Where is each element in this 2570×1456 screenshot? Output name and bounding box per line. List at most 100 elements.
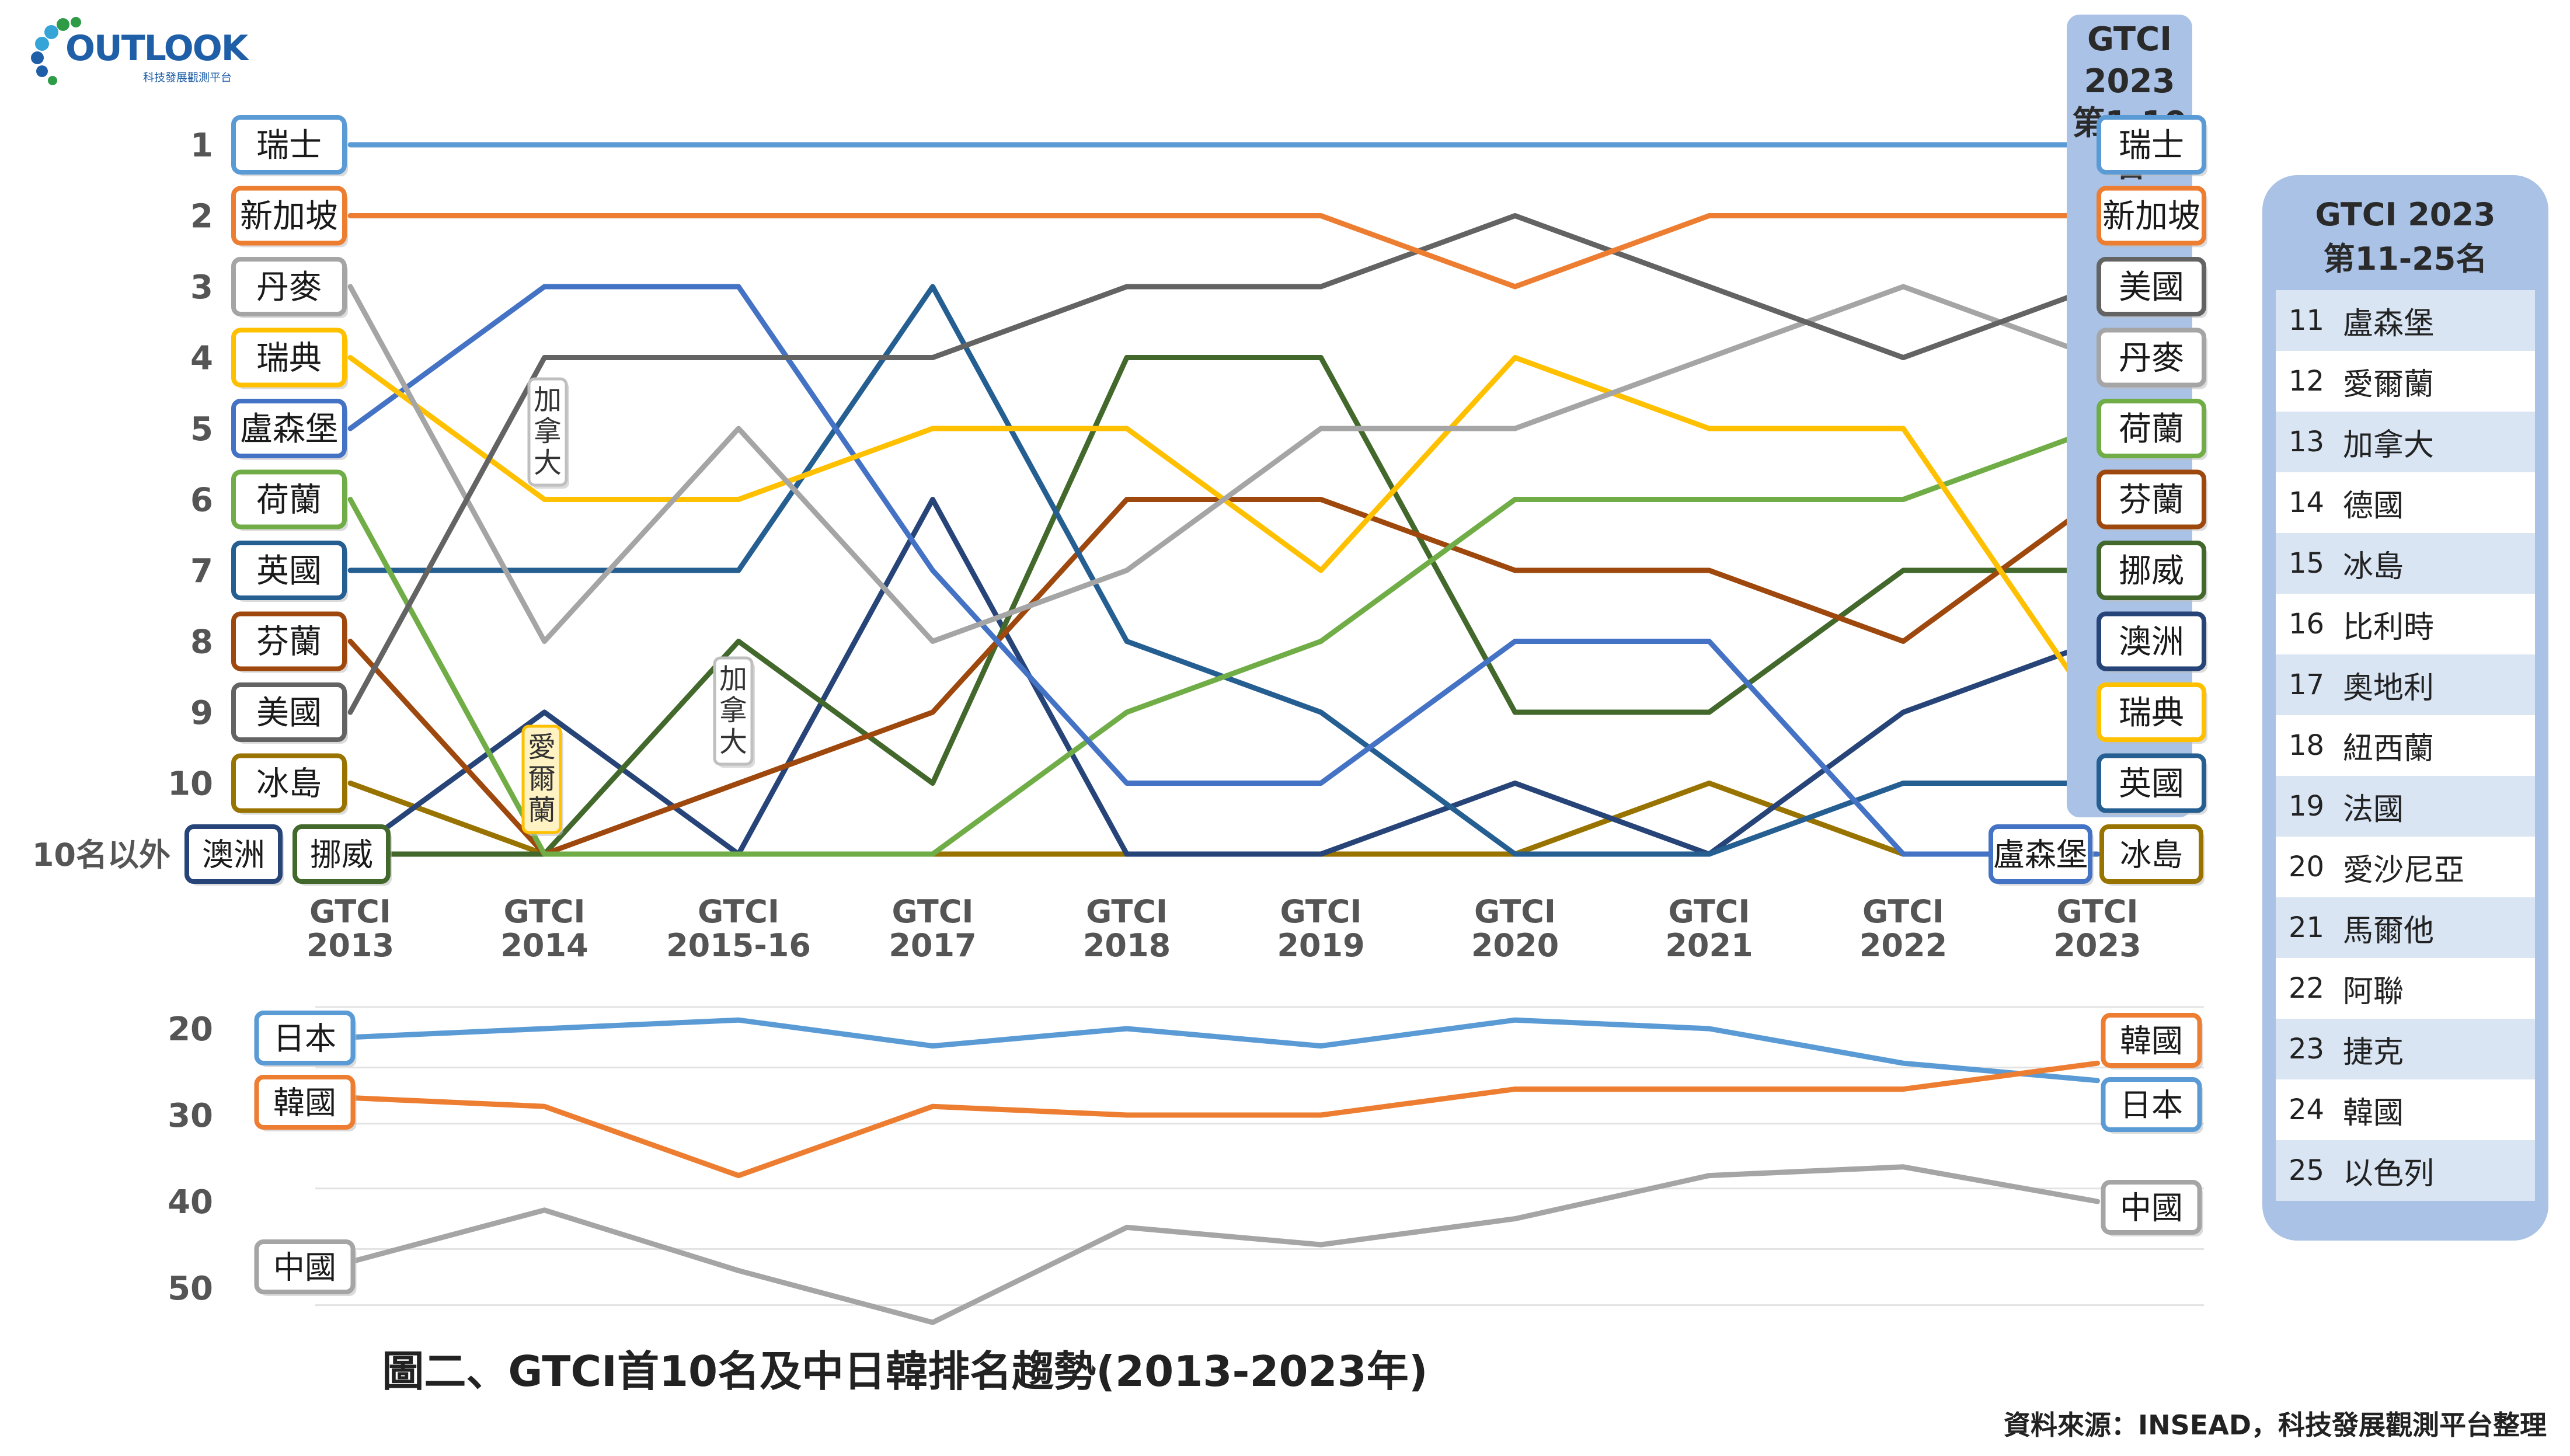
left-label: 英國 — [231, 541, 348, 602]
label-box — [292, 824, 391, 884]
y-tick-label: 6 — [190, 482, 213, 520]
label-text: 英國 — [2119, 765, 2184, 803]
label-box — [254, 1239, 356, 1294]
rank-country: 奧地利 — [2343, 670, 2435, 706]
bump-chart-lines — [347, 142, 2100, 857]
annotation-box — [521, 724, 562, 834]
x-tick-label: 2017 — [889, 927, 976, 964]
y-tick-label: 10 — [168, 765, 213, 803]
annotation-char: 爾 — [528, 762, 556, 795]
annotation-char: 大 — [534, 447, 562, 479]
y-tick-label: 9 — [190, 694, 213, 732]
annotation-char: 愛 — [528, 731, 556, 764]
rank-row: 17 奧地利 — [2276, 654, 2535, 715]
annotation: 愛爾蘭 — [521, 724, 563, 836]
series-line — [347, 213, 2100, 715]
rank-number: 18 — [2288, 729, 2325, 762]
y-tick-label: 3 — [190, 269, 213, 306]
label-box — [231, 611, 347, 671]
rank-number: 13 — [2288, 426, 2325, 458]
rank-country: 紐西蘭 — [2343, 731, 2435, 767]
rank-number: 21 — [2288, 911, 2325, 944]
label-text: 冰島 — [256, 765, 322, 803]
lower-right-label: 中國 — [2101, 1180, 2203, 1236]
right-label: 丹麥 — [2097, 328, 2207, 389]
label-text: 荷蘭 — [2119, 410, 2184, 448]
rank-country: 盧森堡 — [2343, 306, 2435, 342]
rank-country: 冰島 — [2343, 549, 2404, 584]
label-text: 盧森堡 — [240, 410, 338, 448]
annotation-char: 蘭 — [528, 794, 556, 827]
rank-country: 馬爾他 — [2343, 913, 2435, 949]
right-label: 瑞士 — [2097, 115, 2207, 176]
annotation-box — [527, 377, 568, 487]
rank-row: 16 比利時 — [2276, 594, 2535, 654]
label-box — [231, 753, 347, 813]
left-label-out: 挪威 — [292, 824, 392, 886]
label-text: 瑞士 — [256, 127, 322, 165]
left-label: 盧森堡 — [231, 399, 348, 460]
lower-left-label: 中國 — [254, 1239, 357, 1296]
rank-row: 23 捷克 — [2276, 1019, 2535, 1079]
x-tick-label: GTCI — [309, 893, 391, 930]
x-tick-label: GTCI — [698, 893, 779, 930]
x-tick-label: 2018 — [1083, 927, 1171, 964]
series-line — [347, 355, 2100, 857]
rank-country: 比利時 — [2343, 609, 2435, 645]
rank-panel-title-line1: GTCI 2023 — [2315, 196, 2496, 233]
label-box — [231, 682, 347, 742]
rank-number: 19 — [2288, 790, 2325, 823]
label-text: 英國 — [256, 552, 322, 590]
label-box — [2097, 469, 2206, 530]
right-label: 澳洲 — [2097, 611, 2207, 673]
right-label: 英國 — [2097, 753, 2207, 815]
rank-row: 19 法國 — [2276, 776, 2535, 837]
rank-11-25-panel-title: GTCI 2023 第11-25名 — [2262, 193, 2548, 281]
label-box — [1989, 824, 2092, 884]
logo-text: OUTLOOK — [65, 28, 248, 69]
rank-number: 15 — [2288, 547, 2325, 580]
series-line — [347, 213, 2100, 290]
rank-number: 14 — [2288, 486, 2325, 519]
label-box — [2097, 257, 2206, 316]
label-box — [2101, 1077, 2202, 1132]
label-text: 荷蘭 — [256, 482, 322, 520]
x-tick-label: GTCI — [1862, 893, 1944, 930]
annotation-box — [713, 656, 754, 766]
y-tick-label: 10名以外 — [32, 837, 170, 873]
label-box — [2101, 1013, 2202, 1068]
annotation-char: 大 — [719, 726, 747, 758]
rank-number: 20 — [2288, 851, 2325, 883]
outlook-logo — [31, 17, 81, 85]
label-text: 澳洲 — [202, 836, 265, 873]
y-tick-label: 50 — [168, 1270, 213, 1308]
rank-row: 22 阿聯 — [2276, 958, 2535, 1019]
y-tick-label: 8 — [190, 623, 213, 661]
rank-country: 愛沙尼亞 — [2343, 852, 2465, 888]
series-line — [347, 426, 2100, 857]
label-text: 澳洲 — [2119, 623, 2184, 661]
left-label: 丹麥 — [231, 257, 348, 318]
figure-caption: 圖二、GTCI首10名及中日韓排名趨勢(2013-2023年) — [382, 1347, 1428, 1396]
label-text: 芬蘭 — [256, 623, 322, 661]
label-box — [2097, 541, 2206, 600]
label-text: 芬蘭 — [2119, 482, 2184, 520]
y-tick-label: 30 — [168, 1097, 213, 1135]
left-label: 新加坡 — [231, 186, 348, 248]
rank-row: 14 德國 — [2276, 472, 2535, 533]
right-label: 挪威 — [2097, 541, 2207, 602]
label-text: 日本 — [2120, 1086, 2183, 1123]
label-box — [254, 1075, 356, 1130]
label-box — [2101, 1180, 2202, 1235]
x-tick-label: GTCI — [892, 893, 974, 930]
bump-x-axis-labels: GTCI2013GTCI2014GTCI2015-16GTCI2017GTCI2… — [307, 893, 2141, 964]
rank-number: 17 — [2288, 668, 2325, 701]
annotation: 加拿大 — [527, 377, 569, 489]
label-text: 韓國 — [2120, 1022, 2183, 1059]
